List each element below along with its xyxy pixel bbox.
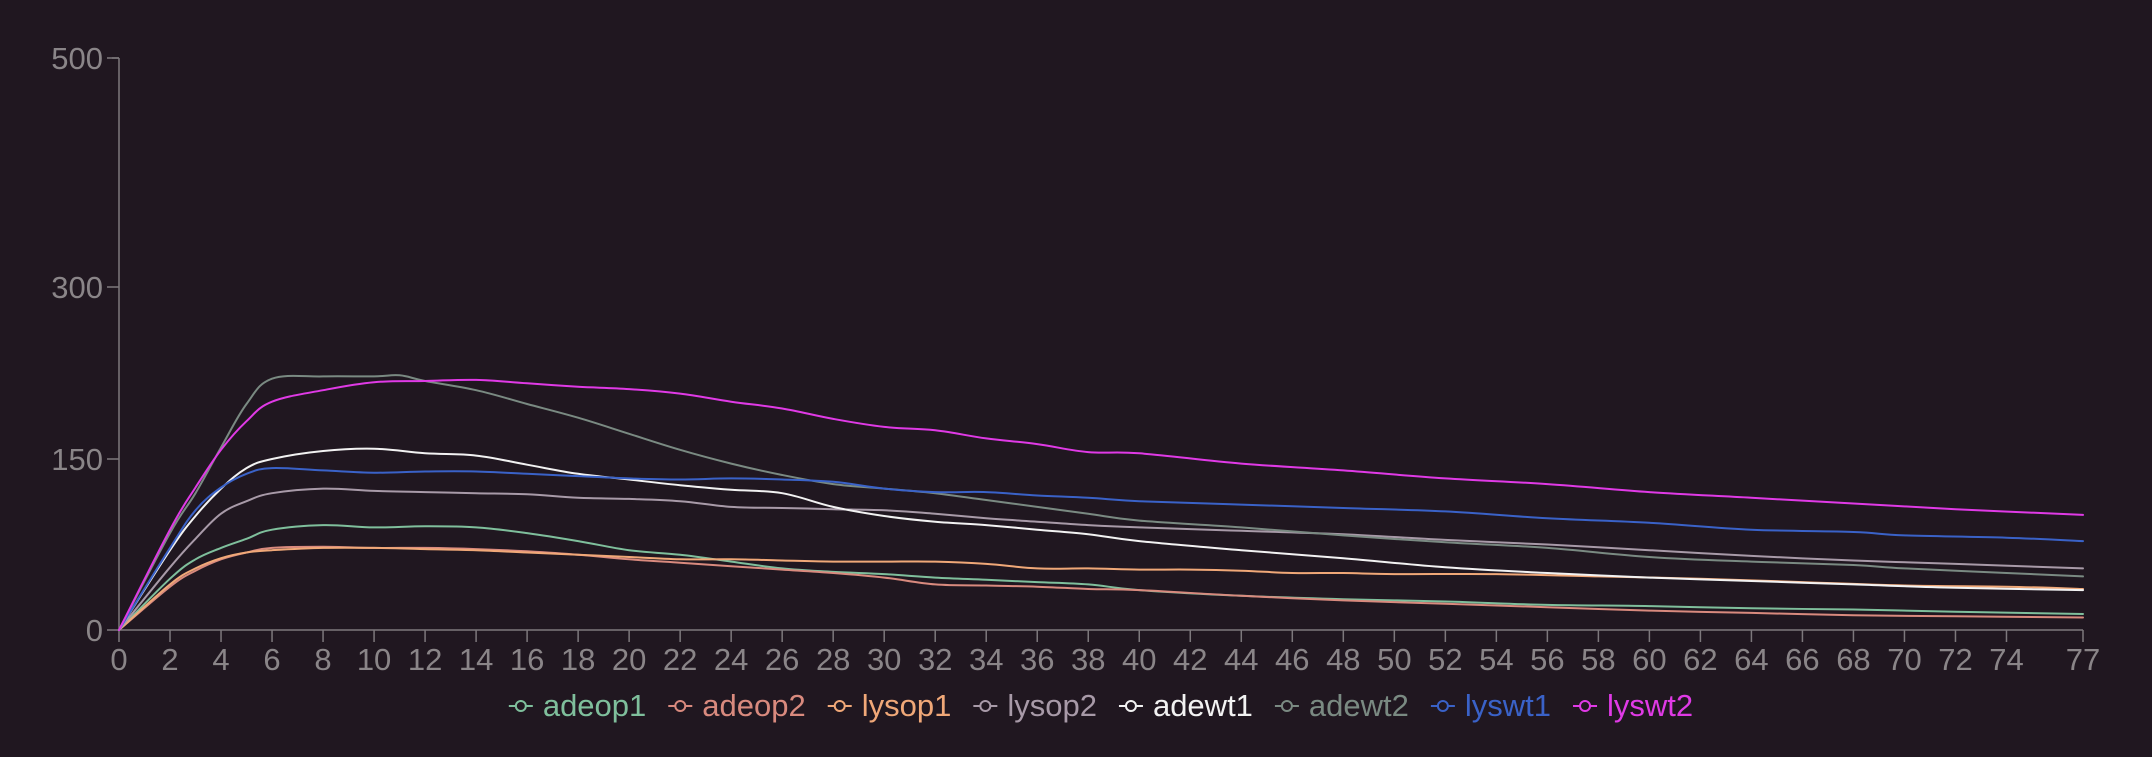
x-tick-label: 58 <box>1581 642 1615 677</box>
series-line-lyswt1 <box>118 466 2084 631</box>
x-tick-label: 12 <box>408 642 442 677</box>
x-tick-label: 62 <box>1683 642 1717 677</box>
x-tick-label: 72 <box>1938 642 1972 677</box>
legend-item-adeop1[interactable]: adeop1 <box>508 688 646 723</box>
x-tick-label: 42 <box>1173 642 1207 677</box>
legend-item-lysop2[interactable]: lysop2 <box>973 688 1097 723</box>
x-tick-label: 48 <box>1326 642 1360 677</box>
legend-marker-icon <box>833 700 846 712</box>
x-tick-label: 50 <box>1377 642 1411 677</box>
x-tick-label: 8 <box>314 642 331 677</box>
series-line-lysop2 <box>118 487 2084 631</box>
x-tick-label: 60 <box>1632 642 1666 677</box>
legend-label: lyswt2 <box>1607 688 1693 723</box>
series-lines <box>118 374 2084 631</box>
legend-marker-icon <box>979 700 992 712</box>
x-tick-label: 16 <box>510 642 544 677</box>
x-tick-label: 70 <box>1887 642 1921 677</box>
legend-label: adewt1 <box>1153 688 1253 723</box>
x-tick-label: 20 <box>612 642 646 677</box>
x-tick-label: 38 <box>1071 642 1105 677</box>
series-line-adeop2 <box>118 545 2084 631</box>
legend-marker-icon <box>1436 700 1449 712</box>
x-tick-label: 4 <box>212 642 229 677</box>
legend-item-adewt2[interactable]: adewt2 <box>1274 688 1409 723</box>
y-tick-label: 0 <box>86 613 103 648</box>
x-tick-label: 77 <box>2066 642 2100 677</box>
legend-marker-icon <box>1280 700 1293 712</box>
x-tick-label: 44 <box>1224 642 1258 677</box>
legend-item-adeop2[interactable]: adeop2 <box>668 688 806 723</box>
x-tick-label: 10 <box>357 642 391 677</box>
x-tick-label: 22 <box>663 642 697 677</box>
y-tick-label: 150 <box>51 442 103 477</box>
legend-label: lysop1 <box>862 688 952 723</box>
legend: adeop1 adeop2 lysop1 lysop2 adewt1 adewt2 lysw… <box>508 688 1693 723</box>
x-tick-label: 30 <box>867 642 901 677</box>
legend-label: adeop1 <box>543 688 646 723</box>
x-tick-label: 32 <box>918 642 952 677</box>
series-line-adewt1 <box>118 447 2084 631</box>
x-tick-label: 26 <box>765 642 799 677</box>
legend-marker-icon <box>1579 700 1592 712</box>
x-tick-label: 40 <box>1122 642 1156 677</box>
x-tick-label: 54 <box>1479 642 1513 677</box>
series-line-adewt2 <box>118 374 2084 631</box>
x-tick-label: 56 <box>1530 642 1564 677</box>
x-tick-label: 46 <box>1275 642 1309 677</box>
series-line-adeop1 <box>118 524 2084 631</box>
x-tick-label: 52 <box>1428 642 1462 677</box>
x-tick-label: 6 <box>263 642 280 677</box>
y-tick-label: 500 <box>51 41 103 76</box>
legend-marker-icon <box>674 700 687 712</box>
legend-marker-icon <box>514 700 527 712</box>
series-line-lyswt2 <box>118 378 2084 631</box>
x-tick-label: 14 <box>459 642 493 677</box>
x-tick-label: 64 <box>1734 642 1768 677</box>
x-tick-label: 34 <box>969 642 1003 677</box>
legend-label: lysop2 <box>1007 688 1097 723</box>
y-tick-label: 300 <box>51 270 103 305</box>
x-tick-label: 66 <box>1785 642 1819 677</box>
x-tick-label: 2 <box>161 642 178 677</box>
x-tick-label: 0 <box>110 642 127 677</box>
legend-label: adeop2 <box>702 688 805 723</box>
legend-item-lysop1[interactable]: lysop1 <box>827 688 952 723</box>
x-tick-label: 68 <box>1836 642 1870 677</box>
x-tick-label: 36 <box>1020 642 1054 677</box>
legend-item-lyswt2[interactable]: lyswt2 <box>1573 688 1693 723</box>
legend-label: lyswt1 <box>1465 688 1551 723</box>
legend-marker-icon <box>1124 700 1137 712</box>
x-tick-label: 24 <box>714 642 748 677</box>
legend-item-adewt1[interactable]: adewt1 <box>1118 688 1253 723</box>
x-tick-label: 18 <box>561 642 595 677</box>
legend-item-lyswt1[interactable]: lyswt1 <box>1430 688 1551 723</box>
legend-label: adewt2 <box>1309 688 1409 723</box>
x-tick-label: 74 <box>1989 642 2023 677</box>
x-tick-label: 28 <box>816 642 850 677</box>
